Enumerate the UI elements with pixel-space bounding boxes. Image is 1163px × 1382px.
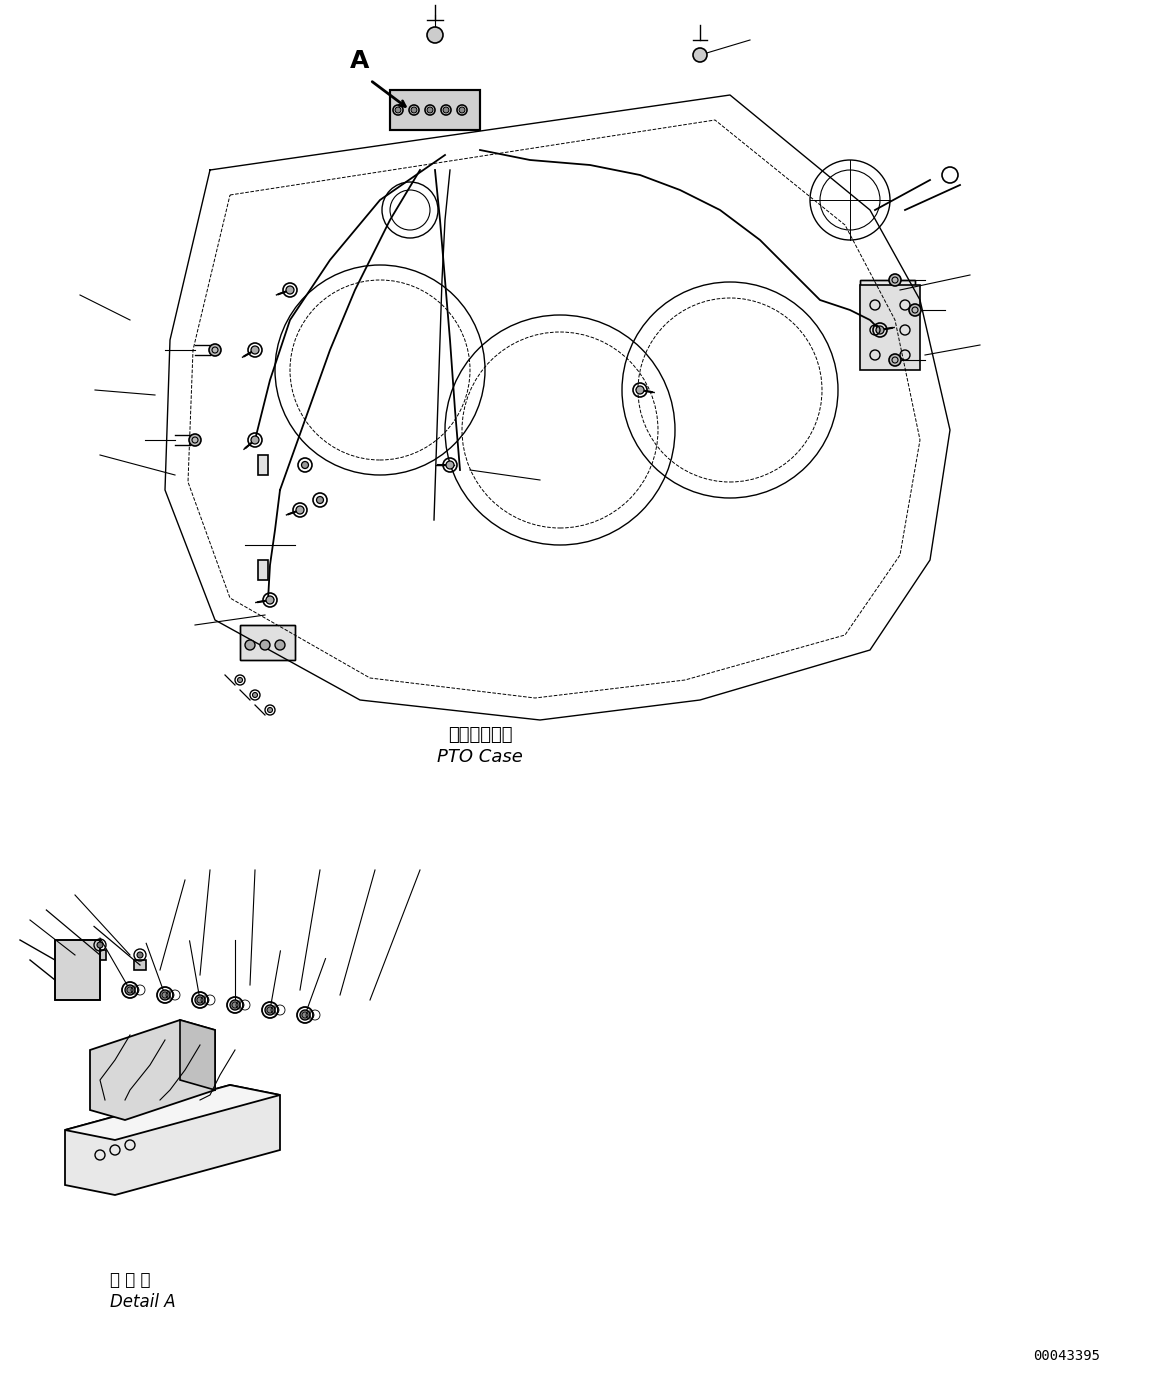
Circle shape (889, 354, 901, 366)
Bar (859, 281, 915, 330)
Circle shape (266, 596, 274, 604)
Circle shape (195, 995, 205, 1005)
Circle shape (693, 48, 707, 62)
Polygon shape (258, 455, 267, 475)
Circle shape (251, 346, 259, 354)
Circle shape (393, 105, 404, 115)
Bar (859, 281, 915, 330)
Circle shape (909, 304, 921, 316)
Circle shape (441, 105, 451, 115)
Circle shape (267, 708, 272, 713)
Bar (240, 625, 295, 661)
Circle shape (160, 990, 170, 1001)
Circle shape (443, 106, 449, 113)
Text: A: A (350, 48, 370, 73)
Circle shape (424, 105, 435, 115)
Circle shape (457, 105, 468, 115)
Circle shape (297, 506, 304, 514)
Circle shape (251, 435, 259, 444)
Text: ＰＴＯケース: ＰＴＯケース (448, 726, 512, 744)
Bar (390, 90, 480, 130)
Circle shape (237, 677, 243, 683)
Text: 00043395: 00043395 (1033, 1349, 1100, 1363)
Polygon shape (859, 285, 920, 370)
Circle shape (274, 640, 285, 650)
Circle shape (395, 106, 401, 113)
Circle shape (190, 434, 201, 446)
Circle shape (876, 326, 884, 334)
Polygon shape (180, 1020, 215, 1090)
Circle shape (427, 106, 433, 113)
Text: PTO Case: PTO Case (437, 748, 523, 766)
Circle shape (252, 692, 257, 698)
Circle shape (411, 106, 418, 113)
Circle shape (230, 1001, 240, 1010)
Circle shape (137, 952, 143, 958)
Circle shape (265, 1005, 274, 1014)
Bar (134, 960, 147, 970)
Text: Ａ 詳 細: Ａ 詳 細 (110, 1271, 150, 1289)
Bar (240, 625, 295, 661)
Circle shape (459, 106, 465, 113)
Polygon shape (65, 1085, 280, 1140)
Circle shape (409, 105, 419, 115)
Polygon shape (90, 1020, 215, 1119)
Bar (390, 90, 480, 130)
Circle shape (316, 496, 323, 503)
Polygon shape (258, 560, 267, 580)
Circle shape (245, 640, 255, 650)
Bar (55, 940, 100, 1001)
Circle shape (889, 274, 901, 286)
Circle shape (286, 286, 294, 294)
Circle shape (261, 640, 270, 650)
Circle shape (124, 985, 135, 995)
Circle shape (427, 28, 443, 43)
Circle shape (209, 344, 221, 357)
Circle shape (445, 462, 454, 468)
Bar (94, 949, 106, 960)
Circle shape (300, 1010, 311, 1020)
Circle shape (636, 386, 644, 394)
Bar (55, 940, 100, 1001)
Circle shape (301, 462, 308, 468)
Polygon shape (65, 1085, 280, 1195)
Circle shape (97, 943, 104, 948)
Text: Detail A: Detail A (110, 1294, 176, 1312)
